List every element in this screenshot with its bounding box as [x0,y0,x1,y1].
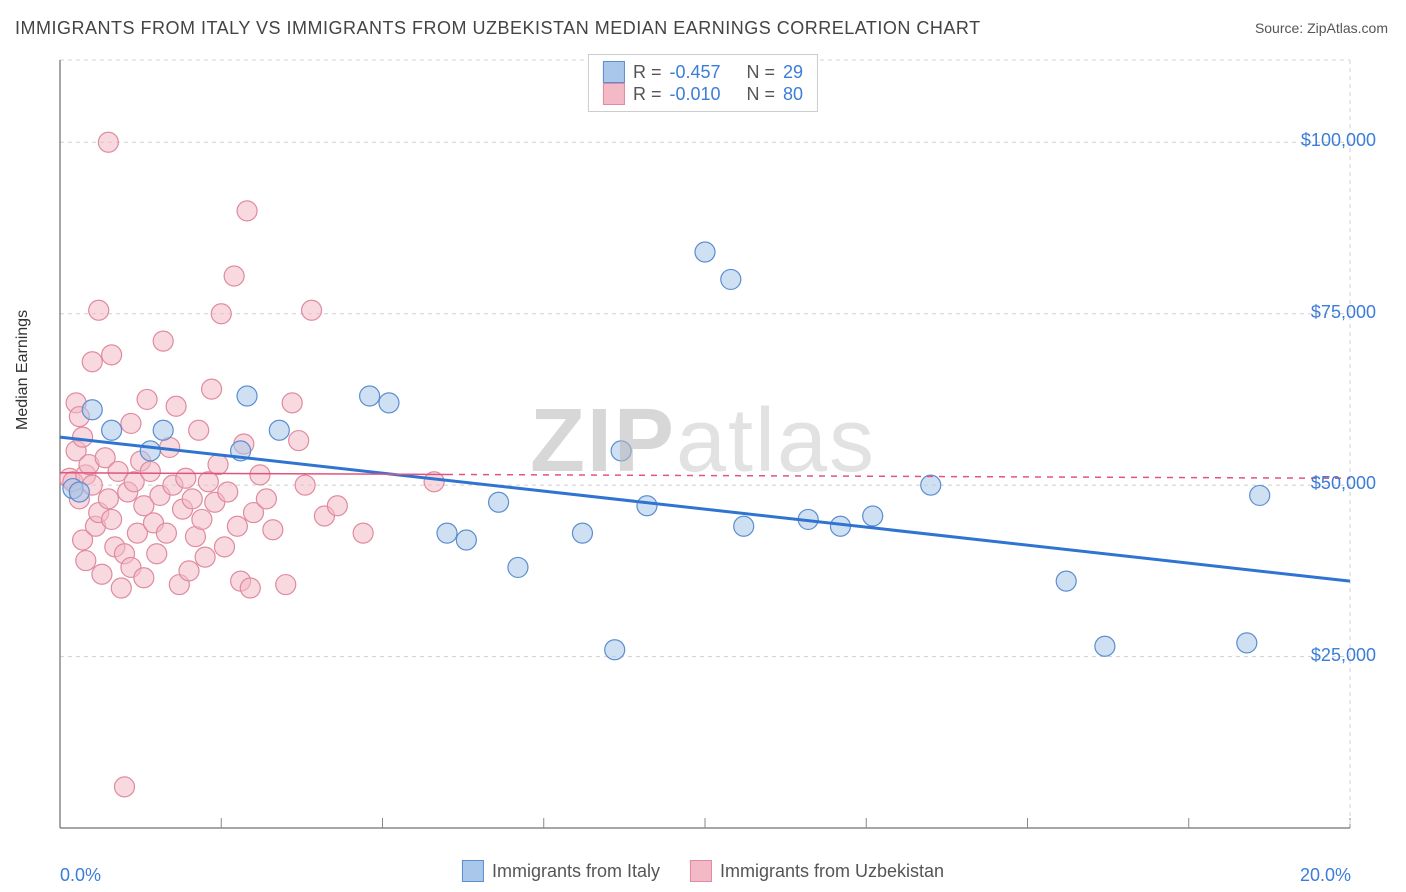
legend-n-label: N = [747,62,776,83]
legend-r-label: R = [633,62,662,83]
legend-swatch [603,61,625,83]
legend-label: Immigrants from Uzbekistan [720,861,944,882]
legend-swatch [690,860,712,882]
legend-row: R = -0.457 N = 29 [603,61,803,83]
correlation-legend: R = -0.457 N = 29 R = -0.010 N = 80 [588,54,818,112]
x-tick-label: 20.0% [1300,865,1351,886]
chart-area [50,50,1370,840]
legend-n-value: 80 [783,84,803,105]
legend-item: Immigrants from Uzbekistan [690,860,944,882]
legend-n-label: N = [747,84,776,105]
source-label: Source: ZipAtlas.com [1255,20,1388,36]
legend-swatch [462,860,484,882]
x-tick-label: 0.0% [60,865,101,886]
legend-row: R = -0.010 N = 80 [603,83,803,105]
source-link[interactable]: ZipAtlas.com [1307,20,1388,36]
legend-r-label: R = [633,84,662,105]
y-tick-label: $25,000 [1311,645,1376,666]
legend-n-value: 29 [783,62,803,83]
y-tick-label: $100,000 [1301,130,1376,151]
legend-r-value: -0.010 [669,84,720,105]
y-tick-label: $75,000 [1311,302,1376,323]
legend-label: Immigrants from Italy [492,861,660,882]
series-legend: Immigrants from Italy Immigrants from Uz… [462,860,944,882]
legend-r-value: -0.457 [669,62,720,83]
scatter-chart [50,50,1370,840]
y-axis-label: Median Earnings [14,310,32,430]
legend-item: Immigrants from Italy [462,860,660,882]
legend-swatch [603,83,625,105]
chart-title: IMMIGRANTS FROM ITALY VS IMMIGRANTS FROM… [15,18,981,39]
y-tick-label: $50,000 [1311,473,1376,494]
